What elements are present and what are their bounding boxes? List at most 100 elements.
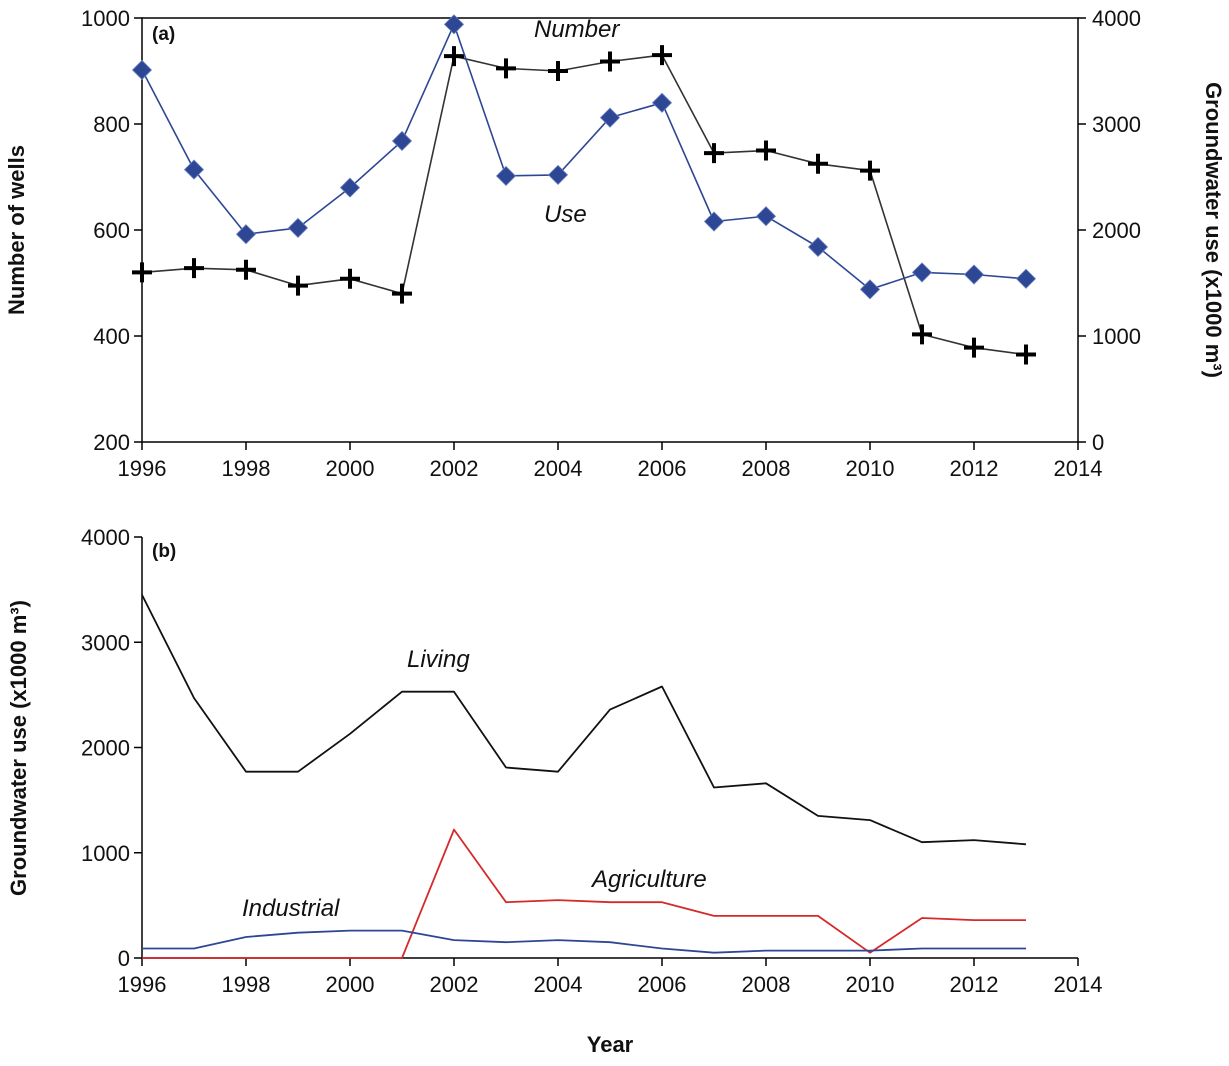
data-point-use	[131, 59, 153, 81]
y-tick-label: 1000	[81, 6, 130, 31]
series-line-industrial	[142, 929, 1026, 954]
x-tick-label: 1996	[118, 972, 167, 997]
x-tick-label: 1998	[222, 972, 271, 997]
series-industrial	[142, 929, 1026, 954]
y-tick-label: 2000	[81, 736, 130, 761]
data-point-number	[184, 258, 204, 279]
x-tick-label: 1998	[222, 456, 271, 481]
y2-tick-label: 1000	[1092, 324, 1141, 349]
y2-tick-label: 3000	[1092, 112, 1141, 137]
data-point-use	[807, 236, 829, 258]
panel-a-y-ticks: 200 400 600 800 1000	[81, 6, 142, 455]
data-point-number	[288, 275, 308, 296]
x-tick-label: 2014	[1054, 972, 1103, 997]
y-tick-label: 3000	[81, 630, 130, 655]
series-label-number: Number	[534, 16, 620, 43]
panel-b-x-ticks: 1996 1998 2000 2002 2004 2006 2008 2010 2012 2014	[118, 958, 1103, 997]
data-point-use	[1015, 268, 1037, 289]
x-tick-label: 2012	[950, 972, 999, 997]
panel-a: (a) 1996 1998 2000 2002 2004 2006 2008 2010 2012…	[4, 6, 1226, 481]
data-point-use	[235, 224, 257, 245]
data-point-number	[548, 61, 568, 81]
series-label-agriculture: Agriculture	[590, 866, 707, 893]
data-point-number	[704, 143, 724, 164]
y2-tick-label: 0	[1092, 430, 1104, 455]
series-line-agriculture	[142, 828, 1026, 959]
data-point-number	[496, 58, 516, 79]
panel-a-label: (a)	[152, 24, 175, 45]
series-label-living: Living	[407, 646, 470, 673]
x-tick-label: 2000	[326, 972, 375, 997]
panel-a-y2-axis-label: Groundwater use (x1000 m³)	[1201, 82, 1226, 378]
panel-b-label: (b)	[152, 541, 176, 562]
x-tick-label: 2006	[638, 972, 687, 997]
data-point-number	[600, 51, 620, 72]
data-point-use	[183, 159, 205, 180]
data-point-number	[236, 259, 256, 280]
data-point-number	[132, 262, 152, 283]
x-tick-label: 2004	[534, 972, 583, 997]
data-point-number	[860, 160, 880, 181]
data-point-number	[1016, 344, 1036, 365]
data-point-use	[859, 279, 881, 300]
data-point-number	[444, 46, 464, 67]
data-point-use	[651, 92, 673, 113]
x-tick-label: 2000	[326, 456, 375, 481]
data-point-number	[756, 140, 776, 161]
data-point-number	[964, 337, 984, 358]
x-tick-label: 2014	[1054, 456, 1103, 481]
x-tick-label: 2008	[742, 972, 791, 997]
panel-a-x-ticks: 1996 1998 2000 2002 2004 2006 2008 2010 2012 2014	[118, 442, 1103, 481]
series-label-use: Use	[544, 201, 587, 228]
series-number	[132, 45, 1036, 365]
x-tick-label: 2012	[950, 456, 999, 481]
data-point-use	[547, 164, 569, 185]
y-tick-label: 800	[93, 112, 130, 137]
y-tick-label: 600	[93, 218, 130, 243]
data-point-use	[599, 107, 621, 128]
panel-a-y2-ticks: 0 1000 2000 3000 4000	[1078, 6, 1141, 455]
x-tick-label: 2002	[430, 456, 479, 481]
data-point-number	[912, 324, 932, 345]
y2-tick-label: 4000	[1092, 6, 1141, 31]
data-point-number	[392, 283, 412, 304]
series-line-living	[141, 594, 1027, 846]
series-living	[141, 594, 1027, 846]
data-point-number	[652, 45, 672, 66]
data-point-use	[287, 217, 309, 238]
data-point-use	[443, 14, 465, 35]
y-tick-label: 1000	[81, 841, 130, 866]
data-point-number	[340, 268, 360, 289]
data-point-use	[911, 262, 933, 283]
y-tick-label: 0	[118, 946, 130, 971]
data-point-use	[963, 264, 985, 285]
panel-b: (b) 1996 1998 2000 2002 2004 2006 2008 2010 2012…	[6, 525, 1102, 1057]
x-tick-label: 2010	[846, 456, 895, 481]
series-line-number	[141, 54, 1027, 356]
x-tick-label: 2002	[430, 972, 479, 997]
x-tick-label: 2010	[846, 972, 895, 997]
y2-tick-label: 2000	[1092, 218, 1141, 243]
data-point-use	[755, 206, 777, 227]
panel-b-y-ticks: 0 1000 2000 3000 4000	[81, 525, 142, 971]
data-point-use	[495, 165, 517, 187]
data-point-use	[703, 211, 725, 232]
data-point-number	[808, 153, 828, 174]
panel-b-x-axis-label: Year	[587, 1032, 634, 1057]
y-tick-label: 4000	[81, 525, 130, 550]
series-line-use	[141, 23, 1027, 291]
data-point-use	[339, 177, 361, 198]
series-label-industrial: Industrial	[242, 895, 340, 922]
series-use	[131, 14, 1037, 300]
y-tick-label: 200	[93, 430, 130, 455]
x-tick-label: 2004	[534, 456, 583, 481]
panel-a-series	[131, 14, 1037, 365]
panel-b-y-axis-label: Groundwater use (x1000 m³)	[6, 600, 31, 896]
data-point-use	[391, 130, 413, 152]
x-tick-label: 1996	[118, 456, 167, 481]
panel-a-y-axis-label: Number of wells	[4, 145, 29, 315]
series-agriculture	[142, 828, 1026, 959]
panel-b-series	[141, 594, 1027, 959]
y-tick-label: 400	[93, 324, 130, 349]
